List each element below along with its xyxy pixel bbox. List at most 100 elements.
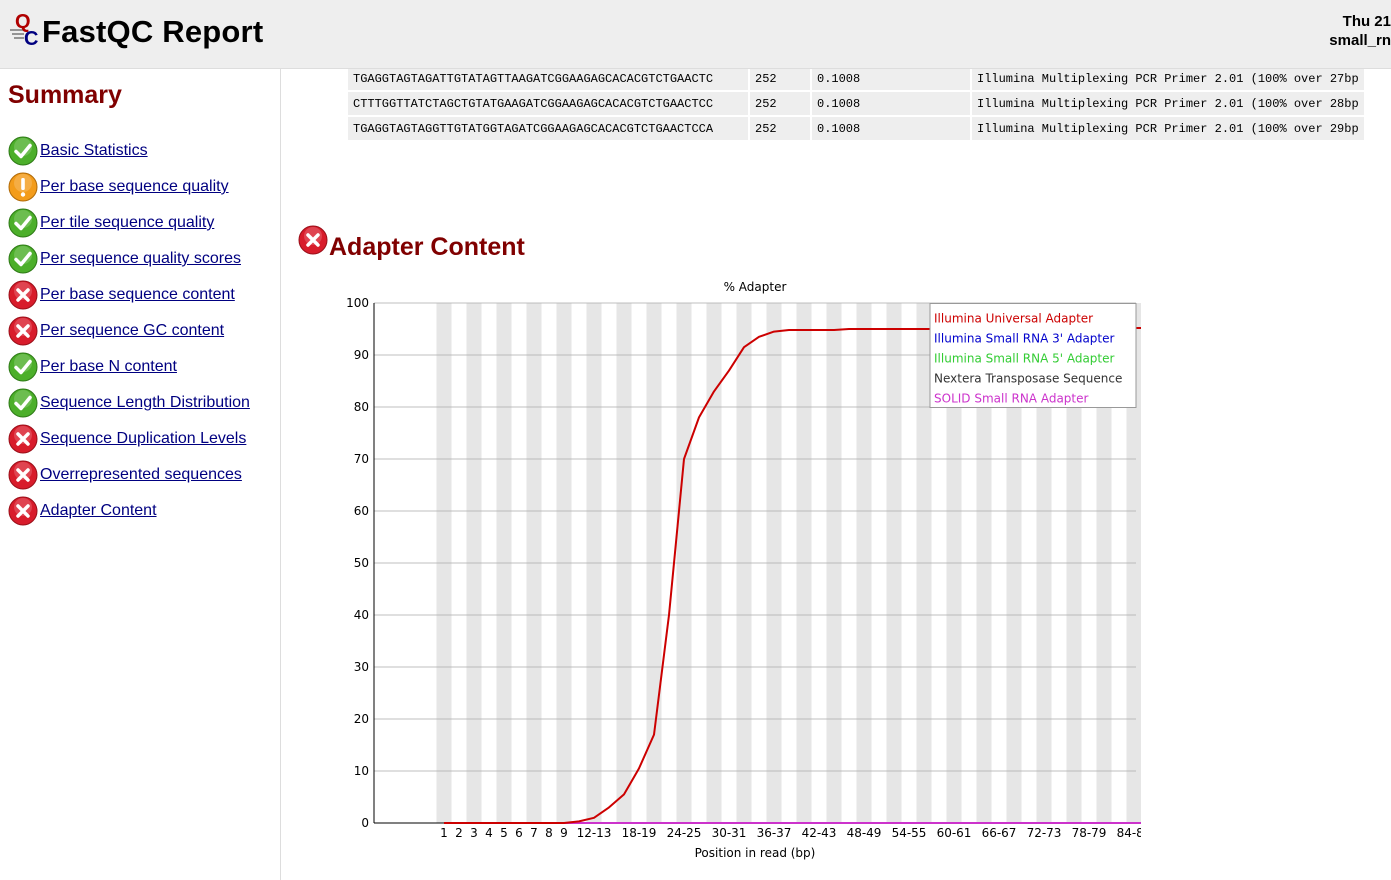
summary-link[interactable]: Overrepresented sequences xyxy=(40,466,242,483)
x-tick-label: 6 xyxy=(515,826,523,840)
summary-sidebar: Summary Basic Statistics Per base sequenc… xyxy=(0,69,281,880)
y-tick-label: 40 xyxy=(354,608,369,622)
legend-box xyxy=(929,303,1137,408)
summary-list: Basic Statistics Per base sequence qualit… xyxy=(8,133,250,529)
y-tick-label: 10 xyxy=(354,764,369,778)
cell-count: 252 xyxy=(750,117,810,140)
legend-entry: Illumina Small RNA 5' Adapter xyxy=(934,352,1115,366)
table-row: TGAGGTAGTAGATTGTATAGTTAAGATCGGAAGAGCACAC… xyxy=(348,69,1364,90)
cell-source: Illumina Multiplexing PCR Primer 2.01 (1… xyxy=(972,117,1364,140)
summary-item: Sequence Length Distribution xyxy=(8,385,250,421)
x-tick-label: 2 xyxy=(455,826,463,840)
summary-link[interactable]: Basic Statistics xyxy=(40,142,148,159)
summary-item: Basic Statistics xyxy=(8,133,250,169)
x-tick-label: 5 xyxy=(500,826,508,840)
chart-title: % Adapter xyxy=(724,280,787,294)
svg-text:Q: Q xyxy=(15,12,31,33)
fail-icon xyxy=(8,496,38,526)
report-filename: small_rn xyxy=(1329,32,1391,49)
x-tick-label: 72-73 xyxy=(1027,826,1062,840)
summary-link[interactable]: Adapter Content xyxy=(40,502,157,519)
legend-entry: Illumina Universal Adapter xyxy=(934,312,1093,326)
summary-link[interactable]: Per tile sequence quality xyxy=(40,214,215,231)
pass-check-icon xyxy=(8,244,38,274)
summary-item: Per base sequence quality xyxy=(8,169,250,205)
fail-icon xyxy=(8,316,38,346)
summary-item: Per sequence quality scores xyxy=(8,241,250,277)
cell-count: 252 xyxy=(750,92,810,115)
y-tick-label: 100 xyxy=(346,296,369,310)
x-tick-label: 18-19 xyxy=(622,826,657,840)
summary-item: Per sequence GC content xyxy=(8,313,250,349)
warning-icon xyxy=(8,172,38,202)
x-tick-label: 24-25 xyxy=(667,826,702,840)
x-tick-label: 66-67 xyxy=(982,826,1017,840)
x-tick-label: 48-49 xyxy=(847,826,882,840)
x-tick-label: 9 xyxy=(560,826,568,840)
summary-item: Overrepresented sequences xyxy=(8,457,250,493)
summary-link[interactable]: Per base sequence content xyxy=(40,286,235,303)
pass-check-icon xyxy=(8,352,38,382)
pass-check-icon xyxy=(8,136,38,166)
fail-icon xyxy=(298,225,328,255)
table-row: TGAGGTAGTAGGTTGTATGGTAGATCGGAAGAGCACACGT… xyxy=(348,117,1364,140)
adapter-content-chart: 0 10 20 30 40 50 60 70 80 90 100 1 2 3 4 5 6 7 8 9 12-13 18-1… xyxy=(346,280,1141,860)
x-axis-label: Position in read (bp) xyxy=(695,846,816,860)
pass-check-icon xyxy=(8,208,38,238)
summary-title: Summary xyxy=(8,81,122,109)
report-header: Q C FastQC Report Thu 21 small_rn xyxy=(0,0,1391,69)
x-tick-label: 84-85 xyxy=(1117,826,1141,840)
overrepresented-table: TGAGGTAGTAGATTGTATAGTTAAGATCGGAAGAGCACAC… xyxy=(346,69,1366,142)
y-tick-label: 0 xyxy=(361,816,369,830)
fail-icon xyxy=(8,280,38,310)
summary-item: Per base sequence content xyxy=(8,277,250,313)
summary-link[interactable]: Per sequence quality scores xyxy=(40,250,241,267)
summary-item: Adapter Content xyxy=(8,493,250,529)
y-tick-label: 30 xyxy=(354,660,369,674)
cell-percentage: 0.1008 xyxy=(812,117,970,140)
legend-entry: SOLID Small RNA Adapter xyxy=(934,392,1088,406)
report-date-text: Thu 21 xyxy=(1342,13,1391,30)
cell-source: Illumina Multiplexing PCR Primer 2.01 (1… xyxy=(972,92,1364,115)
x-tick-label: 12-13 xyxy=(577,826,612,840)
y-tick-label: 80 xyxy=(354,400,369,414)
y-tick-label: 70 xyxy=(354,452,369,466)
summary-link[interactable]: Sequence Length Distribution xyxy=(40,394,250,411)
report-date: Thu 21 small_rn xyxy=(1329,12,1391,50)
summary-link[interactable]: Sequence Duplication Levels xyxy=(40,430,247,447)
report-title: FastQC Report xyxy=(42,14,264,49)
cell-sequence: CTTTGGTTATCTAGCTGTATGAAGATCGGAAGAGCACACG… xyxy=(348,92,748,115)
x-tick-label: 7 xyxy=(530,826,538,840)
x-tick-label: 54-55 xyxy=(892,826,927,840)
y-tick-label: 50 xyxy=(354,556,369,570)
summary-link[interactable]: Per base sequence quality xyxy=(40,178,229,195)
x-tick-label: 36-37 xyxy=(757,826,792,840)
cell-source: Illumina Multiplexing PCR Primer 2.01 (1… xyxy=(972,69,1364,90)
summary-item: Per tile sequence quality xyxy=(8,205,250,241)
x-tick-label: 42-43 xyxy=(802,826,837,840)
y-tick-label: 90 xyxy=(354,348,369,362)
legend-entry: Illumina Small RNA 3' Adapter xyxy=(934,332,1115,346)
summary-link[interactable]: Per sequence GC content xyxy=(40,322,225,339)
fastqc-logo-icon: Q C xyxy=(10,12,38,48)
legend-entry: Nextera Transposase Sequence xyxy=(934,372,1122,386)
svg-text:C: C xyxy=(24,28,38,48)
x-tick-label: 30-31 xyxy=(712,826,747,840)
pass-check-icon xyxy=(8,388,38,418)
summary-link[interactable]: Per base N content xyxy=(40,358,177,375)
x-tick-label: 8 xyxy=(545,826,553,840)
cell-sequence: TGAGGTAGTAGGTTGTATGGTAGATCGGAAGAGCACACGT… xyxy=(348,117,748,140)
x-tick-label: 3 xyxy=(470,826,478,840)
summary-item: Per base N content xyxy=(8,349,250,385)
cell-sequence: TGAGGTAGTAGATTGTATAGTTAAGATCGGAAGAGCACAC… xyxy=(348,69,748,90)
cell-percentage: 0.1008 xyxy=(812,92,970,115)
y-tick-label: 20 xyxy=(354,712,369,726)
x-tick-label: 78-79 xyxy=(1072,826,1107,840)
cell-percentage: 0.1008 xyxy=(812,69,970,90)
x-tick-label: 60-61 xyxy=(937,826,972,840)
cell-count: 252 xyxy=(750,69,810,90)
x-tick-label: 1 xyxy=(440,826,448,840)
main-content: TGAGGTAGTAGATTGTATAGTTAAGATCGGAAGAGCACAC… xyxy=(281,69,1391,880)
adapter-content-title: Adapter Content xyxy=(329,233,525,261)
table-row: CTTTGGTTATCTAGCTGTATGAAGATCGGAAGAGCACACG… xyxy=(348,92,1364,115)
